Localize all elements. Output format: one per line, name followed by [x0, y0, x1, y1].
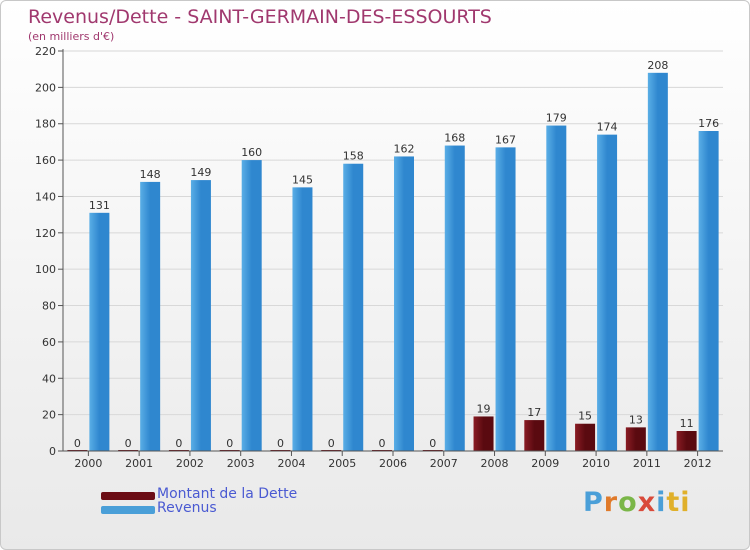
data-label-dette: 0 [277, 437, 284, 450]
x-tick-label: 2004 [277, 457, 305, 470]
bar-revenus [343, 163, 364, 451]
x-tick-label: 2005 [328, 457, 356, 470]
y-tick-label: 40 [42, 372, 56, 385]
x-tick-label: 2012 [684, 457, 712, 470]
grid-lines [63, 50, 723, 416]
bar-revenus [292, 187, 313, 451]
x-axis-ticks: 2000 2001 2002 2003 2004 2005 2006 2007 2008 2009… [74, 451, 712, 470]
data-label-revenus: 167 [495, 133, 516, 146]
y-tick-label: 80 [42, 300, 56, 313]
x-tick-label: 2006 [379, 457, 407, 470]
data-label-revenus: 131 [89, 199, 110, 212]
legend-label-dette: Montant de la Dette [157, 486, 298, 502]
data-label-revenus: 168 [444, 132, 465, 145]
data-label-dette: 0 [175, 437, 182, 450]
x-tick-label: 2010 [582, 457, 610, 470]
y-tick-label: 120 [35, 227, 56, 240]
axes [62, 49, 723, 452]
data-label-dette: 17 [527, 406, 541, 419]
data-labels: 0 131 0 148 0 149 0 160 0 145 0 158 0 162 0 168 19 167 17 1… [74, 59, 719, 450]
data-label-revenus: 160 [241, 146, 262, 159]
legend-swatch-revenus [101, 506, 155, 514]
x-tick-label: 2003 [227, 457, 255, 470]
y-tick-label: 100 [35, 263, 56, 276]
x-tick-label: 2007 [430, 457, 458, 470]
bar-revenus [597, 134, 618, 452]
x-tick-label: 2008 [481, 457, 509, 470]
data-label-revenus: 162 [394, 142, 415, 155]
y-tick-label: 140 [35, 190, 56, 203]
x-tick-label: 2011 [633, 457, 661, 470]
bar-revenus [190, 180, 211, 451]
data-label-dette: 0 [429, 437, 436, 450]
chart-subtitle: (en milliers d'€) [28, 30, 115, 43]
x-tick-label: 2009 [531, 457, 559, 470]
bar-revenus [241, 160, 262, 451]
data-label-revenus: 174 [597, 121, 618, 134]
y-tick-label: 160 [35, 154, 56, 167]
data-label-revenus: 208 [647, 59, 668, 72]
bar-revenus [89, 212, 110, 451]
bar-revenus [698, 131, 719, 451]
proxiti-logo: Proxiti [583, 487, 691, 518]
y-tick-label: 200 [35, 81, 56, 94]
bar-dette [473, 416, 494, 451]
data-label-revenus: 179 [546, 112, 567, 125]
bar-dette [524, 420, 545, 451]
data-label-dette: 0 [328, 437, 335, 450]
data-label-revenus: 158 [343, 150, 364, 163]
data-label-dette: 13 [629, 413, 643, 426]
bar-revenus [140, 181, 161, 451]
x-tick-label: 2001 [125, 457, 153, 470]
chart-title: Revenus/Dette - SAINT-GERMAIN-DES-ESSOUR… [28, 6, 492, 28]
bar-revenus [444, 145, 465, 451]
x-tick-label: 2000 [74, 457, 102, 470]
y-tick-label: 180 [35, 118, 56, 131]
data-label-dette: 11 [680, 417, 694, 430]
legend-swatch-dette [101, 492, 155, 500]
legend-label-revenus: Revenus [157, 500, 217, 516]
y-axis-ticks: 0 20 40 60 80 100 120 140 160 180 200 220 [35, 45, 63, 458]
data-label-dette: 0 [74, 437, 81, 450]
data-label-revenus: 176 [698, 117, 719, 130]
bar-dette [625, 427, 646, 451]
data-label-revenus: 148 [140, 168, 161, 181]
bar-revenus [647, 72, 668, 452]
data-label-revenus: 145 [292, 173, 313, 186]
data-label-dette: 0 [125, 437, 132, 450]
x-tick-label: 2002 [176, 457, 204, 470]
y-tick-label: 20 [42, 409, 56, 422]
data-label-dette: 0 [379, 437, 386, 450]
y-tick-label: 60 [42, 336, 56, 349]
bar-dette [676, 431, 697, 451]
bar-dette [575, 423, 596, 451]
bar-revenus [546, 125, 567, 451]
data-label-revenus: 149 [190, 166, 211, 179]
y-tick-label: 0 [49, 445, 56, 458]
data-label-dette: 0 [226, 437, 233, 450]
data-label-dette: 15 [578, 410, 592, 423]
y-tick-label: 220 [35, 45, 56, 58]
bars [67, 72, 719, 452]
data-label-dette: 19 [477, 402, 491, 415]
bar-revenus [495, 147, 516, 451]
bar-revenus [394, 156, 414, 452]
